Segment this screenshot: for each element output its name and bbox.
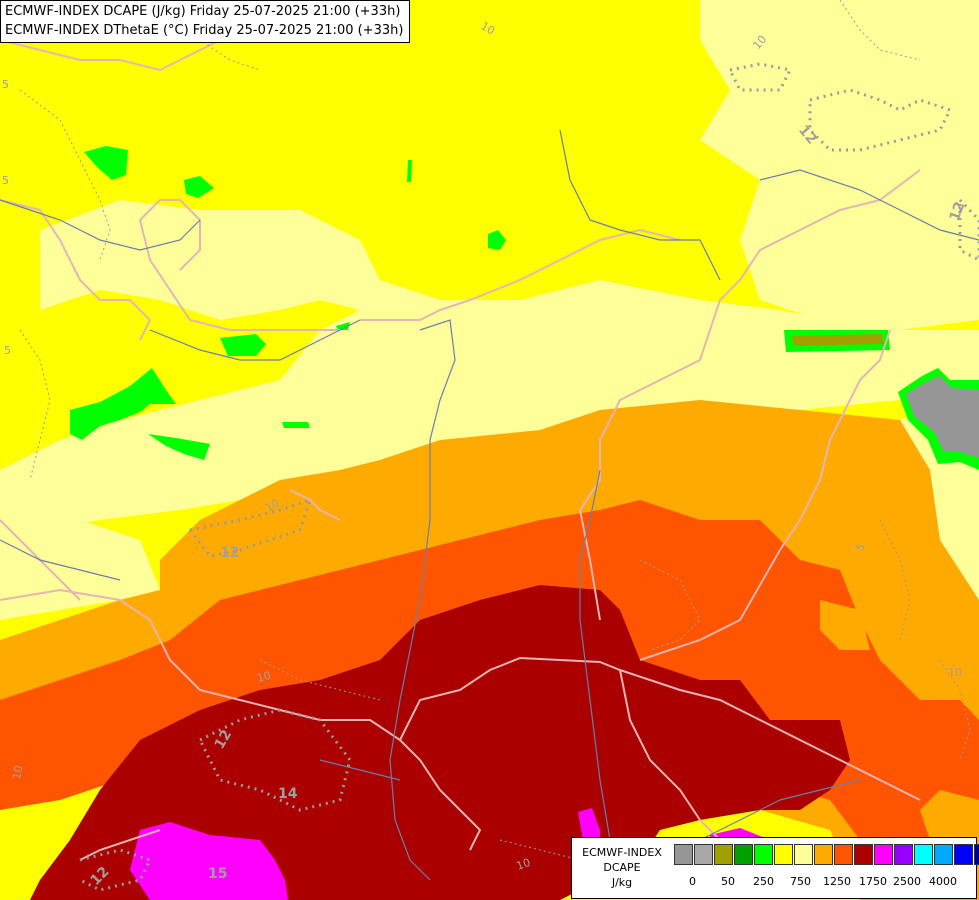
contour-label: 5 bbox=[2, 174, 9, 187]
green-patch-3 bbox=[407, 160, 412, 182]
legend-swatch bbox=[934, 844, 953, 865]
legend-swatch bbox=[974, 844, 979, 865]
legend-swatch bbox=[954, 844, 973, 865]
legend-swatch bbox=[734, 844, 753, 865]
legend-swatch bbox=[674, 844, 693, 865]
contour-label: 10 bbox=[255, 669, 272, 685]
dtheta-e-contours bbox=[79, 62, 979, 892]
legend-swatches bbox=[674, 844, 979, 865]
green-patch-5 bbox=[220, 334, 266, 356]
contour-label: 12 bbox=[220, 545, 239, 561]
legend-swatch bbox=[874, 844, 893, 865]
legend-tick: 1250 bbox=[823, 875, 851, 888]
contour-label: 5 bbox=[4, 344, 11, 357]
legend-title: ECMWF-INDEX DCAPE J/kg bbox=[574, 845, 670, 890]
light-yellow-region-ne bbox=[700, 0, 979, 330]
green-patch-4 bbox=[488, 230, 506, 250]
contour-label: 5 bbox=[2, 78, 9, 91]
contour-label: 10 bbox=[479, 19, 498, 37]
legend-tick: 0 bbox=[689, 875, 696, 888]
legend-swatch bbox=[714, 844, 733, 865]
legend-tick: 750 bbox=[790, 875, 811, 888]
legend-swatch bbox=[894, 844, 913, 865]
orange-patch-east bbox=[820, 600, 870, 650]
dark-red-region bbox=[30, 585, 850, 900]
legend-unit: J/kg bbox=[611, 876, 633, 889]
legend-tick: 1750 bbox=[859, 875, 887, 888]
green-patch-7 bbox=[70, 368, 176, 440]
legend-swatch bbox=[774, 844, 793, 865]
dcape-title: ECMWF-INDEX DCAPE (J/kg) Friday 25-07-20… bbox=[5, 4, 401, 19]
country-borders bbox=[0, 0, 921, 861]
color-legend: ECMWF-INDEX DCAPE J/kg 0 50 250 750 1250… bbox=[571, 837, 979, 899]
legend-swatch bbox=[854, 844, 873, 865]
magenta-region-sw bbox=[130, 822, 288, 900]
legend-tick: 4000 bbox=[929, 875, 957, 888]
green-patch-9 bbox=[282, 422, 310, 428]
legend-swatch bbox=[834, 844, 853, 865]
legend-tick: 250 bbox=[753, 875, 774, 888]
legend-swatch bbox=[694, 844, 713, 865]
gray-region-east bbox=[906, 376, 979, 458]
green-patch-6 bbox=[336, 322, 350, 330]
legend-swatch bbox=[914, 844, 933, 865]
contour-label: 10 bbox=[263, 496, 282, 514]
contour-label: 10 bbox=[948, 666, 962, 679]
legend-swatch bbox=[814, 844, 833, 865]
contour-label: 10 bbox=[10, 764, 25, 780]
contour-label: 10 bbox=[515, 856, 533, 873]
legend-tick: 50 bbox=[721, 875, 735, 888]
contour-label: 14 bbox=[278, 786, 298, 802]
thin-contours bbox=[19, 0, 971, 861]
dthetae-title: ECMWF-INDEX DThetaE (°C) Friday 25-07-20… bbox=[5, 23, 404, 38]
green-patch-8 bbox=[148, 434, 210, 460]
olive-band-ne bbox=[792, 334, 884, 346]
legend-swatch bbox=[754, 844, 773, 865]
map-title-box: ECMWF-INDEX DCAPE (J/kg) Friday 25-07-20… bbox=[0, 0, 411, 43]
legend-parameter: DCAPE bbox=[603, 861, 641, 874]
green-patch-2 bbox=[184, 176, 214, 198]
green-patch-1 bbox=[84, 146, 128, 180]
light-yellow-region-center bbox=[0, 200, 979, 540]
light-yellow-region-left bbox=[0, 500, 160, 620]
legend-tick: 2500 bbox=[893, 875, 921, 888]
contour-label: 12 bbox=[947, 200, 969, 224]
legend-model: ECMWF-INDEX bbox=[582, 846, 662, 859]
contour-label: 15 bbox=[208, 866, 227, 882]
rivers bbox=[0, 129, 979, 881]
legend-swatch bbox=[794, 844, 813, 865]
